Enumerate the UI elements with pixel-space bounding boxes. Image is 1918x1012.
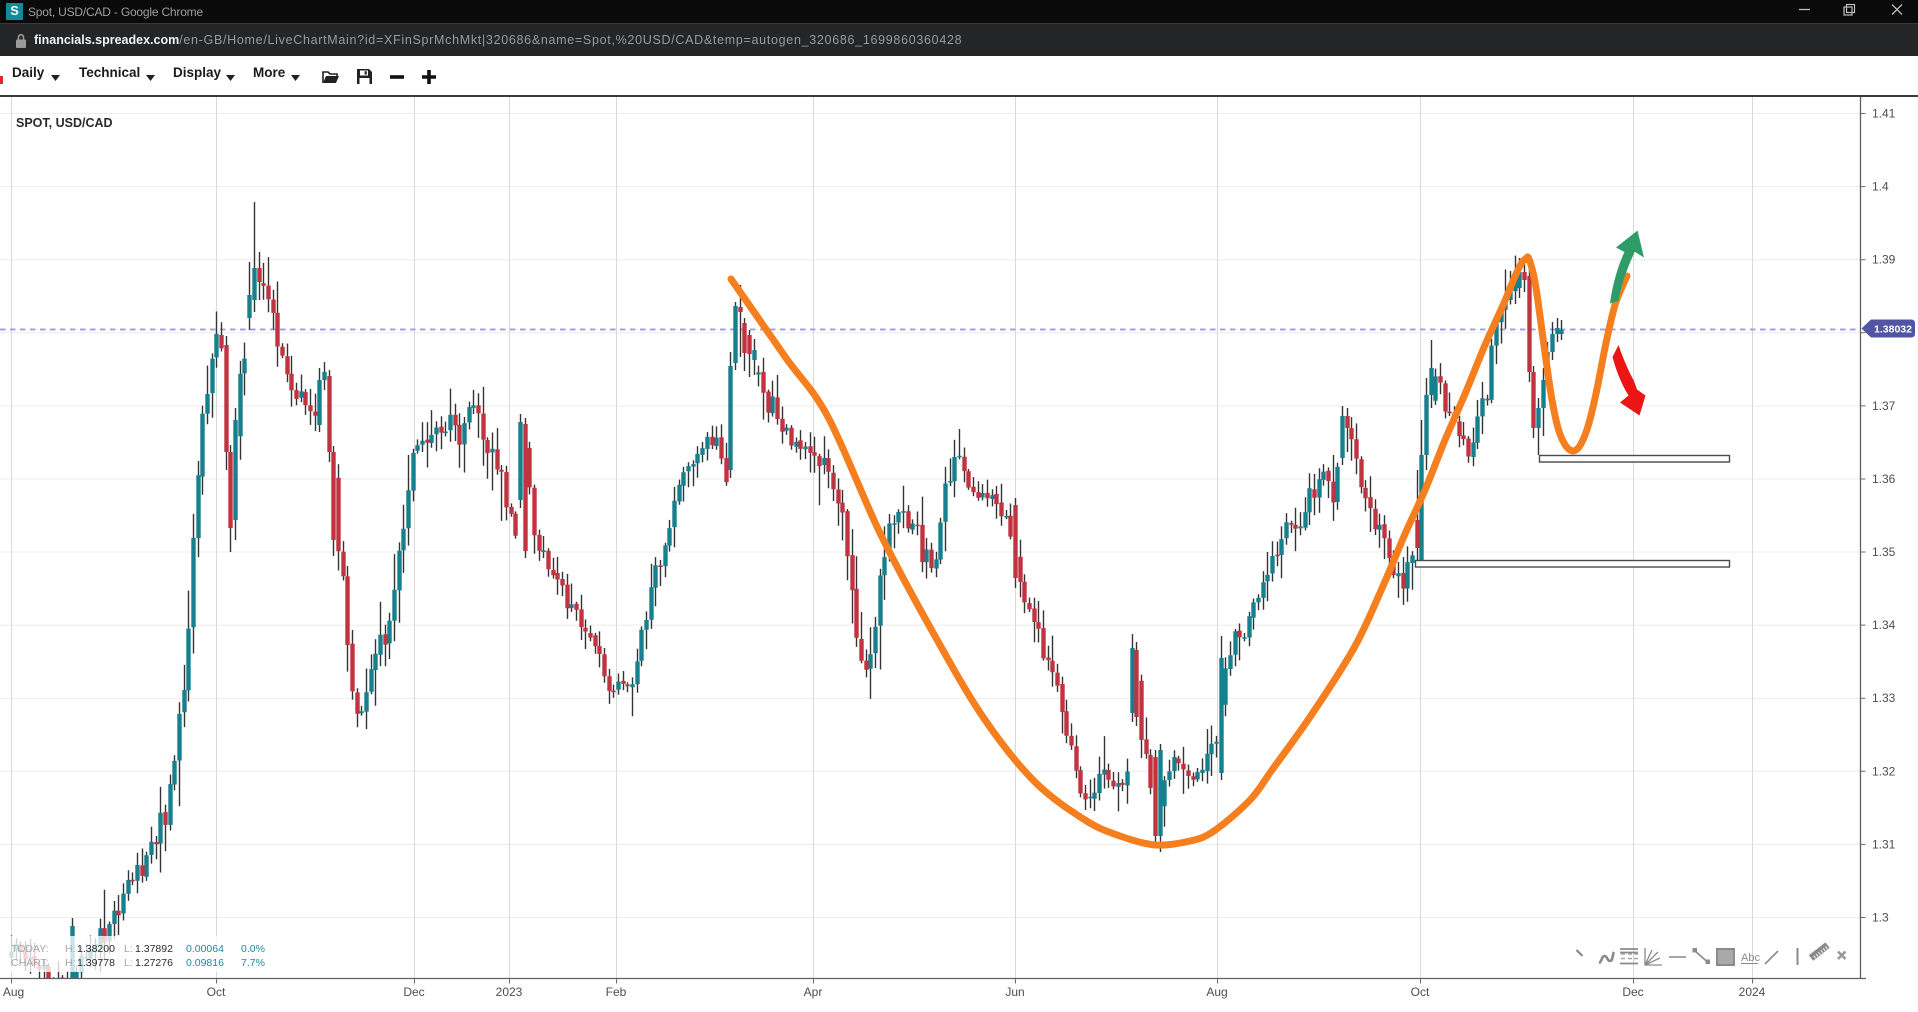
svg-text:2024: 2024 bbox=[1739, 985, 1766, 999]
svg-text:Dec: Dec bbox=[403, 985, 424, 999]
svg-text:1.38200: 1.38200 bbox=[77, 943, 115, 955]
svg-text:Aug: Aug bbox=[1206, 985, 1227, 999]
svg-text:Feb: Feb bbox=[606, 985, 627, 999]
svg-text:TODAY:: TODAY: bbox=[11, 943, 49, 955]
svg-text:H:: H: bbox=[65, 943, 76, 955]
svg-text:Dec: Dec bbox=[1622, 985, 1643, 999]
svg-text:1.27276: 1.27276 bbox=[135, 957, 173, 969]
svg-text:1.37892: 1.37892 bbox=[135, 943, 173, 955]
svg-text:1.32: 1.32 bbox=[1872, 764, 1896, 778]
svg-text:L:: L: bbox=[124, 943, 133, 955]
svg-text:1.41: 1.41 bbox=[1872, 107, 1896, 121]
svg-text:Abc: Abc bbox=[1741, 952, 1760, 964]
svg-text:1.31: 1.31 bbox=[1872, 837, 1896, 851]
svg-text:1.35: 1.35 bbox=[1872, 545, 1896, 559]
svg-text:1.39: 1.39 bbox=[1872, 253, 1896, 267]
svg-text:1.4: 1.4 bbox=[1872, 180, 1889, 194]
svg-text:H:: H: bbox=[65, 957, 76, 969]
svg-text:1.37: 1.37 bbox=[1872, 399, 1896, 413]
svg-text:1.3: 1.3 bbox=[1872, 911, 1889, 925]
svg-text:Jun: Jun bbox=[1005, 985, 1024, 999]
svg-text:L:: L: bbox=[124, 957, 133, 969]
svg-text:SPOT, USD/CAD: SPOT, USD/CAD bbox=[16, 116, 113, 130]
svg-text:7.7%: 7.7% bbox=[241, 957, 265, 969]
svg-text:Oct: Oct bbox=[1411, 985, 1430, 999]
svg-text:1.38032: 1.38032 bbox=[1874, 324, 1912, 336]
svg-text:1.34: 1.34 bbox=[1872, 618, 1896, 632]
svg-text:0.09816: 0.09816 bbox=[186, 957, 224, 969]
svg-text:2023: 2023 bbox=[496, 985, 523, 999]
svg-text:Apr: Apr bbox=[804, 985, 823, 999]
svg-text:1.39778: 1.39778 bbox=[77, 957, 115, 969]
svg-text:0.0%: 0.0% bbox=[241, 943, 265, 955]
svg-text:Oct: Oct bbox=[207, 985, 226, 999]
svg-text:1.33: 1.33 bbox=[1872, 691, 1896, 705]
svg-text:CHART:: CHART: bbox=[11, 957, 49, 969]
svg-text:0.00064: 0.00064 bbox=[186, 943, 224, 955]
svg-text:Aug: Aug bbox=[3, 985, 24, 999]
svg-text:1.36: 1.36 bbox=[1872, 472, 1896, 486]
